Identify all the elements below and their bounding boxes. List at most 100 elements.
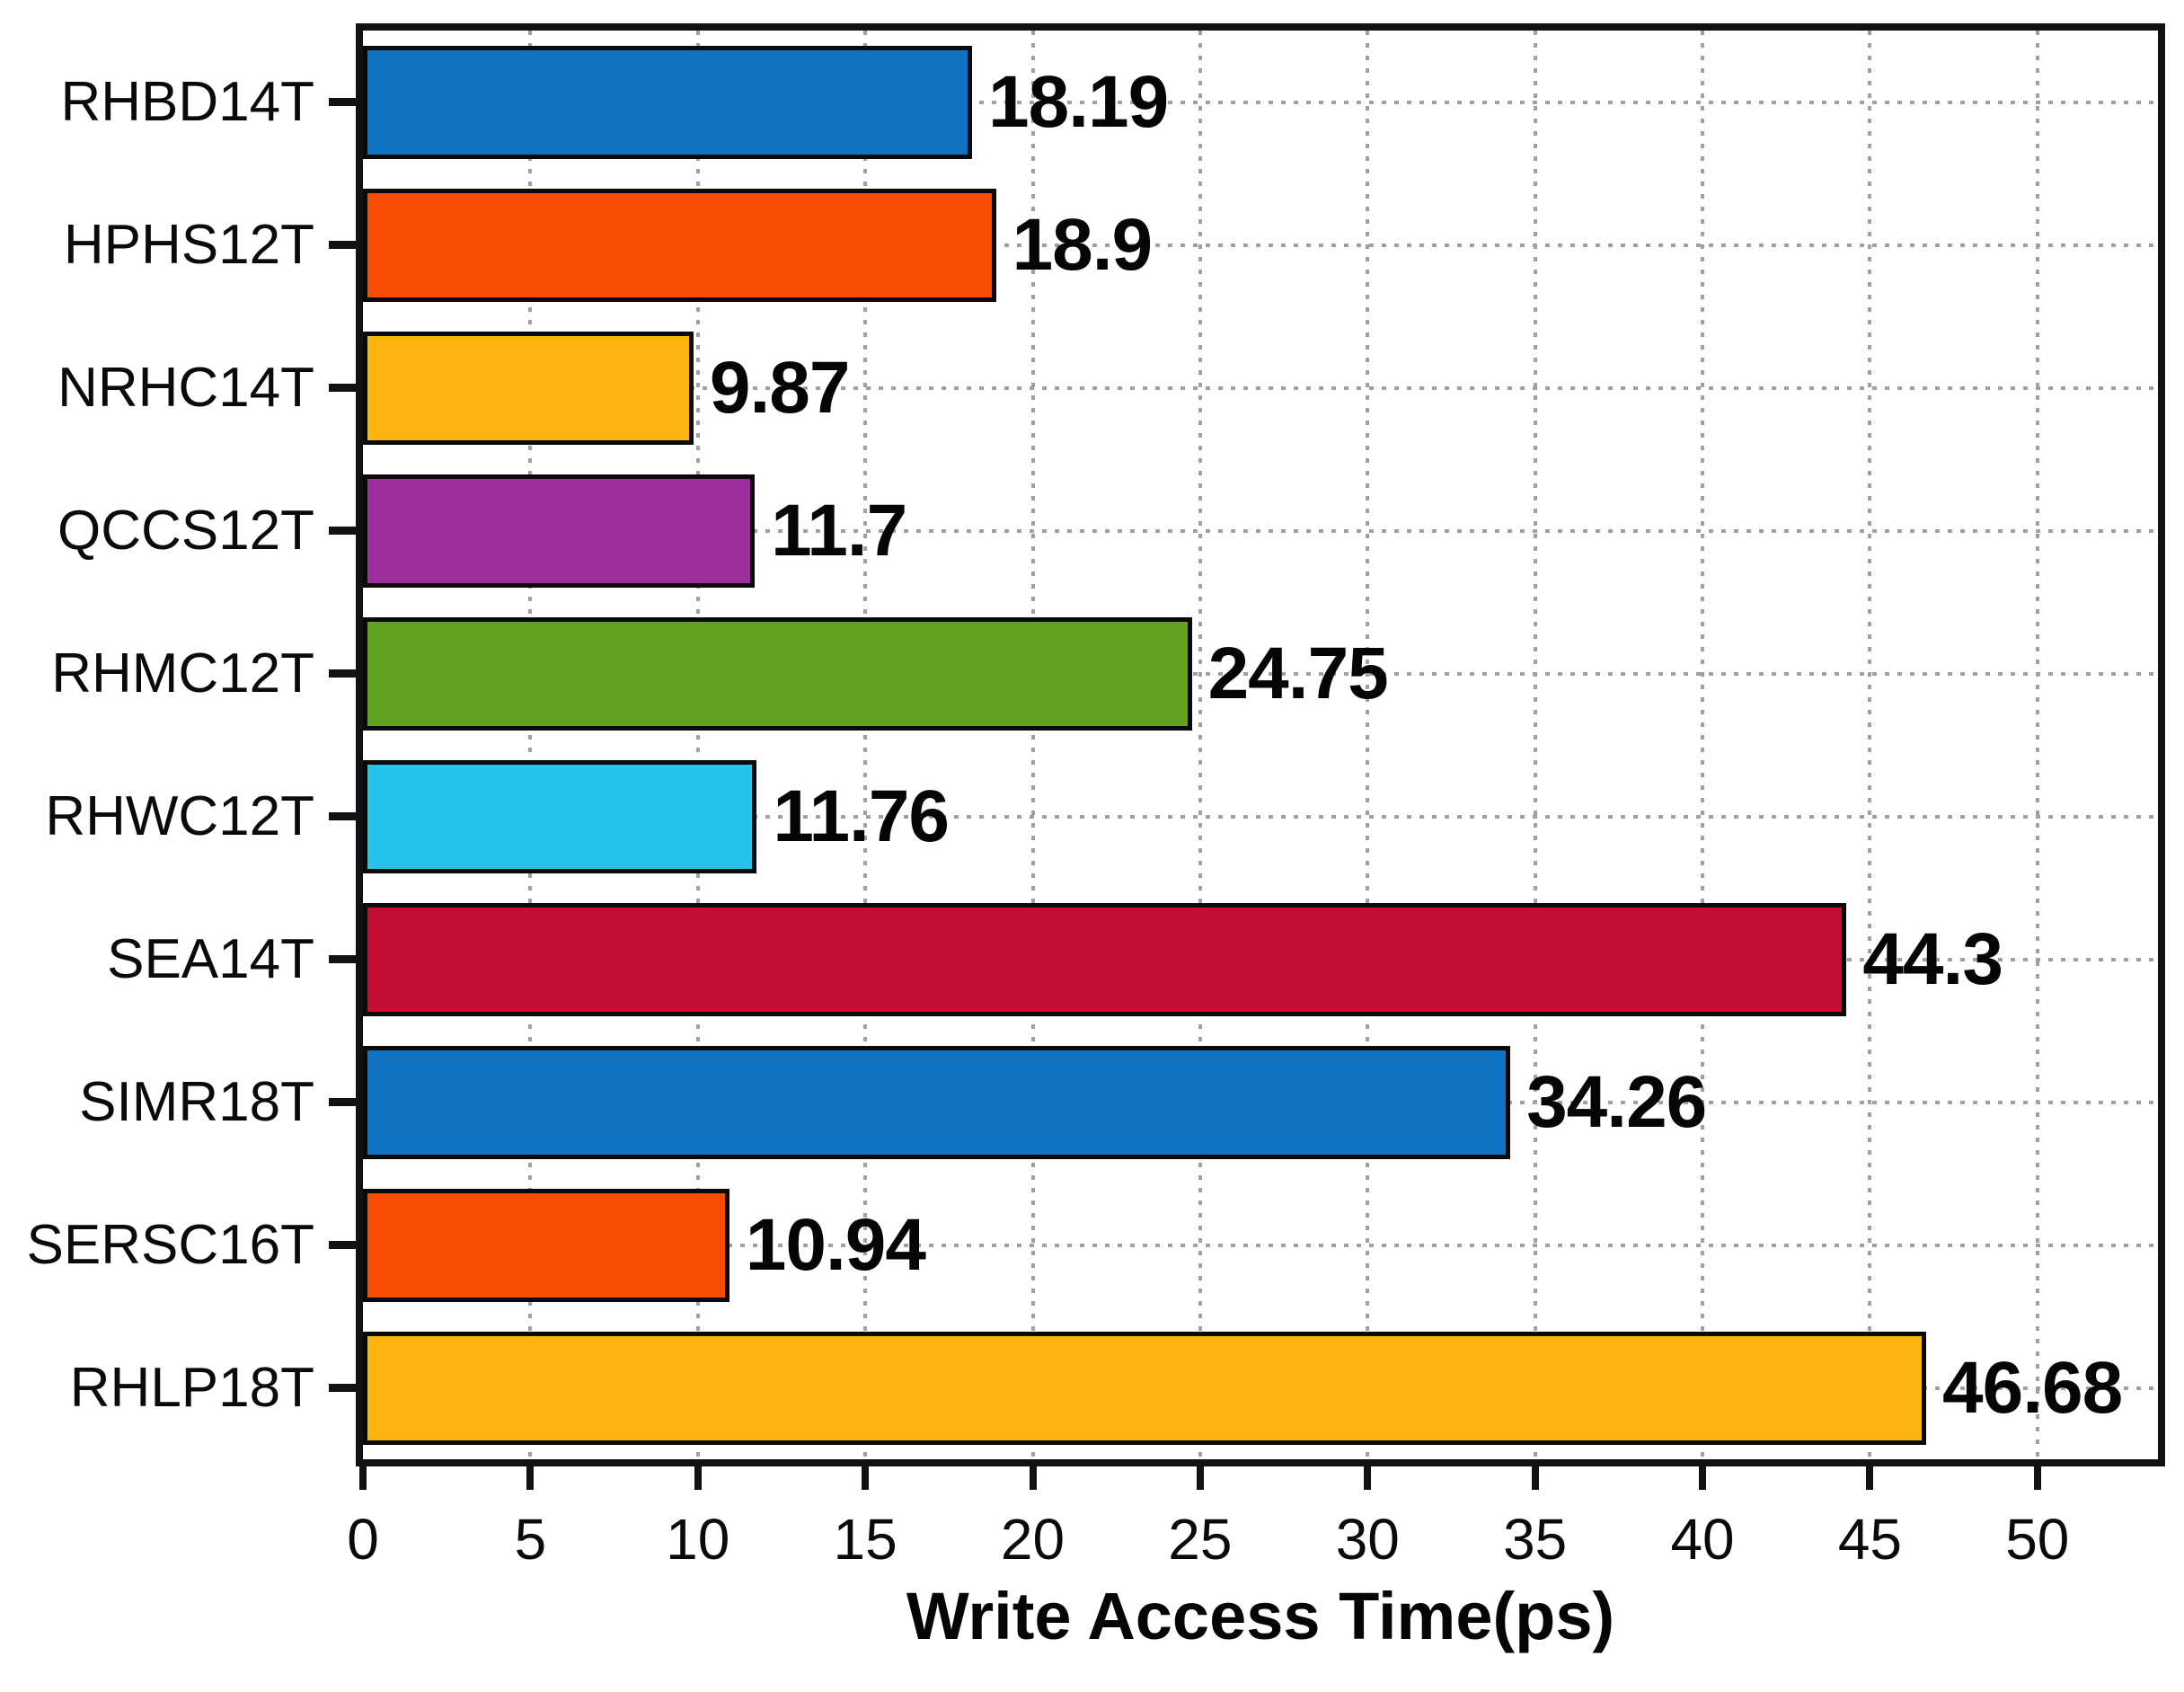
bar-rhlp18t (363, 1331, 1927, 1445)
y-axis-category-labels: RHBD14T HPHS12T NRHC14T QCCS12T RHMC12T RHWC1… (0, 31, 356, 1459)
category-label: RHMC12T (51, 642, 314, 704)
bar-rhbd14t (363, 45, 973, 159)
x-tick-label: 25 (1168, 1507, 1233, 1572)
x-tick-mark (694, 1466, 702, 1490)
vertical-gridline (863, 31, 868, 1459)
x-tick-mark (862, 1466, 870, 1490)
y-tick-mark (329, 812, 356, 820)
x-tick-label: 40 (1670, 1507, 1735, 1572)
x-tick-label: 50 (2005, 1507, 2070, 1572)
x-tick-label: 0 (347, 1507, 379, 1572)
category-label: SERSC16T (26, 1214, 314, 1276)
x-tick-mark (1029, 1466, 1037, 1490)
category-label: NRHC14T (57, 357, 314, 419)
vertical-gridline (1030, 31, 1035, 1459)
x-tick-label: 10 (666, 1507, 730, 1572)
value-label: 10.94 (745, 1203, 926, 1286)
bar-row-rhlp18t: 46.68 (363, 1316, 2158, 1459)
y-tick-mark (329, 955, 356, 963)
category-label: RHBD14T (60, 71, 314, 133)
x-tick-mark (1196, 1466, 1204, 1490)
x-tick-mark (526, 1466, 535, 1490)
y-label-row: NRHC14T (0, 316, 356, 459)
value-label: 18.19 (988, 60, 1169, 143)
horizontal-gridline (363, 814, 2158, 819)
value-label: 9.87 (709, 346, 851, 429)
y-label-row: QCCS12T (0, 459, 356, 602)
y-label-row: HPHS12T (0, 173, 356, 316)
vertical-gridline (1198, 31, 1202, 1459)
y-tick-mark (329, 98, 356, 106)
y-tick-mark (329, 669, 356, 678)
bar-rhwc12t (363, 759, 757, 873)
x-tick-label: 45 (1837, 1507, 1903, 1572)
y-tick-mark (329, 1241, 356, 1249)
y-label-row: RHWC12T (0, 745, 356, 888)
bar-row-rhmc12t: 24.75 (363, 602, 2158, 745)
vertical-gridline (1366, 31, 1370, 1459)
bar-row-nrhc14t: 9.87 (363, 316, 2158, 459)
x-tick-mark (1364, 1466, 1372, 1490)
y-tick-mark (329, 384, 356, 392)
x-tick-label: 20 (1000, 1507, 1065, 1572)
y-label-row: SERSC16T (0, 1174, 356, 1316)
bars-layer: 18.19 18.9 9.87 11.7 24.75 11.76 44.3 34.26 10.9… (363, 31, 2158, 1459)
x-tick-label: 30 (1335, 1507, 1400, 1572)
bar-rhmc12t (363, 616, 1192, 731)
bar-row-simr18t: 34.26 (363, 1031, 2158, 1174)
y-label-row: SEA14T (0, 888, 356, 1031)
x-tick-mark (2033, 1466, 2041, 1490)
vertical-gridline (2035, 31, 2039, 1459)
x-tick-mark (1866, 1466, 1874, 1490)
bar-row-sea14t: 44.3 (363, 888, 2158, 1031)
horizontal-gridline (363, 100, 2158, 104)
vertical-gridline (695, 31, 700, 1459)
vertical-gridline (1701, 31, 1705, 1459)
value-label: 11.76 (773, 775, 950, 857)
horizontal-gridline (363, 385, 2158, 390)
y-label-row: RHLP18T (0, 1316, 356, 1459)
horizontal-gridline (363, 671, 2158, 676)
bar-sea14t (363, 902, 1847, 1016)
value-label: 24.75 (1207, 632, 1389, 714)
vertical-gridline (1868, 31, 1872, 1459)
value-label: 11.7 (771, 489, 907, 571)
y-label-row: RHBD14T (0, 31, 356, 173)
y-tick-mark (329, 527, 356, 535)
category-label: RHLP18T (69, 1357, 314, 1419)
category-label: SEA14T (107, 928, 314, 990)
y-tick-mark (329, 241, 356, 249)
value-label: 44.3 (1862, 917, 2003, 1000)
x-tick-mark (1699, 1466, 1707, 1490)
category-label: RHWC12T (45, 785, 314, 847)
x-axis: 0 5 10 15 20 25 30 35 40 45 50 (347, 1466, 2158, 1583)
bar-row-sersc16t: 10.94 (363, 1174, 2158, 1316)
y-tick-mark (329, 1384, 356, 1392)
plot-area: 18.19 18.9 9.87 11.7 24.75 11.76 44.3 34.26 10.9… (356, 23, 2165, 1466)
bar-row-hphs12t: 18.9 (363, 173, 2158, 316)
horizontal-gridline (363, 243, 2158, 247)
x-tick-label: 15 (833, 1507, 897, 1572)
bar-hphs12t (363, 188, 996, 302)
horizontal-gridline (363, 528, 2158, 533)
category-label: SIMR18T (79, 1071, 314, 1133)
bar-row-rhwc12t: 11.76 (363, 745, 2158, 888)
x-tick-label: 5 (514, 1507, 547, 1572)
y-label-row: RHMC12T (0, 602, 356, 745)
vertical-gridline (528, 31, 533, 1459)
horizontal-gridline (363, 1243, 2158, 1247)
bar-nrhc14t (363, 331, 694, 445)
value-label: 46.68 (1942, 1346, 2123, 1429)
y-tick-mark (329, 1098, 356, 1106)
category-label: QCCS12T (57, 500, 314, 562)
category-label: HPHS12T (63, 214, 314, 276)
x-tick-label: 35 (1503, 1507, 1568, 1572)
x-axis-title: Write Access Time(ps) (906, 1579, 1615, 1653)
x-tick-mark (359, 1466, 367, 1490)
y-label-row: SIMR18T (0, 1031, 356, 1174)
value-label: 34.26 (1526, 1060, 1707, 1143)
bar-qccs12t (363, 474, 756, 588)
bar-row-rhbd14t: 18.19 (363, 31, 2158, 173)
x-tick-mark (1531, 1466, 1539, 1490)
